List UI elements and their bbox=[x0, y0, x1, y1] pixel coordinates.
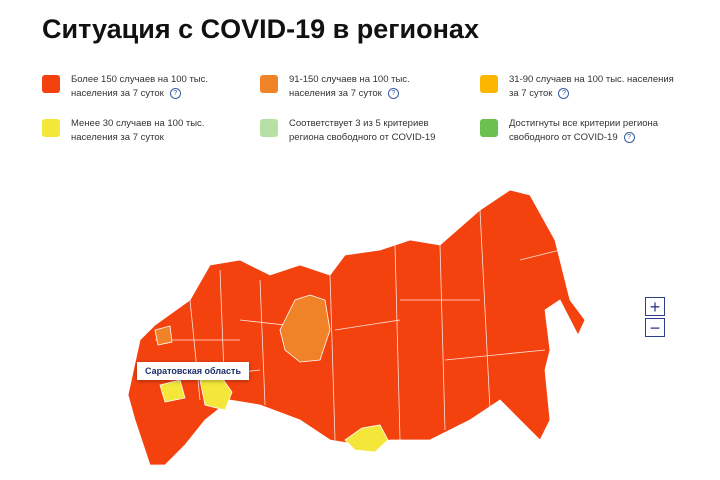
legend-swatch bbox=[480, 119, 498, 137]
legend-text: 91-150 случаев на 100 тыс. населения за … bbox=[289, 73, 459, 101]
help-icon[interactable]: ? bbox=[387, 87, 399, 99]
zoom-in[interactable]: + bbox=[645, 297, 665, 316]
legend-text: Менее 30 случаев на 100 тыс. населения з… bbox=[71, 117, 241, 145]
zoom-out[interactable]: − bbox=[645, 318, 665, 337]
legend-item: Более 150 случаев на 100 тыс. населения … bbox=[42, 73, 242, 101]
legend-text: Соответствует 3 из 5 критериев региона с… bbox=[289, 117, 459, 145]
legend-item: Менее 30 случаев на 100 тыс. населения з… bbox=[42, 117, 242, 145]
region-area bbox=[127, 189, 586, 466]
legend-label: 31-90 случаев на 100 тыс. населения за 7… bbox=[509, 74, 674, 99]
legend-label: Менее 30 случаев на 100 тыс. населения з… bbox=[71, 118, 205, 143]
legend-text: Более 150 случаев на 100 тыс. населения … bbox=[71, 73, 241, 101]
legend-swatch bbox=[260, 75, 278, 93]
legend-label: Более 150 случаев на 100 тыс. населения … bbox=[71, 74, 209, 99]
legend-text: Достигнуты все критерии региона свободно… bbox=[509, 117, 679, 145]
page-title: Ситуация с COVID-19 в регионах bbox=[42, 14, 479, 44]
legend-swatch bbox=[480, 75, 498, 93]
region-orange bbox=[154, 325, 173, 346]
legend-item: 91-150 случаев на 100 тыс. населения за … bbox=[260, 73, 460, 101]
legend-item: Достигнуты все критерии региона свободно… bbox=[480, 117, 680, 145]
legend-text: 31-90 случаев на 100 тыс. населения за 7… bbox=[509, 73, 679, 101]
help-icon[interactable]: ? bbox=[623, 131, 635, 143]
legend-label: Соответствует 3 из 5 критериев региона с… bbox=[289, 118, 436, 143]
region-yellow bbox=[344, 424, 389, 453]
legend-swatch bbox=[260, 119, 278, 137]
legend-label: Достигнуты все критерии региона свободно… bbox=[509, 118, 659, 143]
region-orange bbox=[279, 294, 331, 363]
help-icon[interactable]: ? bbox=[169, 87, 181, 99]
legend-item: Соответствует 3 из 5 критериев региона с… bbox=[260, 117, 460, 145]
legend-label: 91-150 случаев на 100 тыс. населения за … bbox=[289, 74, 410, 99]
tooltip: Саратовская область bbox=[137, 362, 249, 380]
legend-swatch bbox=[42, 75, 60, 93]
legend-item: 31-90 случаев на 100 тыс. населения за 7… bbox=[480, 73, 680, 101]
help-icon[interactable]: ? bbox=[558, 87, 570, 99]
legend-swatch bbox=[42, 119, 60, 137]
region-yellow bbox=[159, 379, 186, 403]
